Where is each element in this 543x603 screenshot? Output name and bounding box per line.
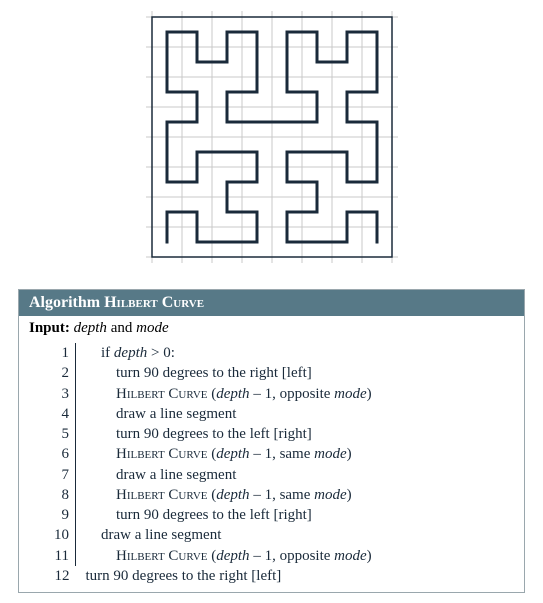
code-line: 8 Hilbert Curve (depth – 1, same mode) (29, 485, 372, 505)
line-number: 6 (29, 444, 76, 464)
line-number: 10 (29, 525, 76, 545)
line-text: Hilbert Curve (depth – 1, same mode) (76, 485, 372, 505)
line-number: 3 (29, 384, 76, 404)
line-text: Hilbert Curve (depth – 1, opposite mode) (76, 384, 372, 404)
line-number: 4 (29, 404, 76, 424)
line-number: 7 (29, 465, 76, 485)
input-mode: mode (136, 320, 169, 336)
code-line: 3 Hilbert Curve (depth – 1, opposite mod… (29, 384, 372, 404)
line-text: if depth > 0: (76, 343, 372, 363)
code-line: 9 turn 90 degrees to the left [right] (29, 505, 372, 525)
input-label: Input: (29, 320, 70, 336)
code-line: 6 Hilbert Curve (depth – 1, same mode) (29, 444, 372, 464)
line-number: 9 (29, 505, 76, 525)
line-number: 5 (29, 424, 76, 444)
line-text: draw a line segment (76, 404, 372, 424)
line-text: turn 90 degrees to the right [left] (76, 566, 372, 586)
algorithm-header: Algorithm Hilbert Curve (19, 290, 524, 316)
line-number: 11 (29, 546, 76, 566)
line-number: 2 (29, 363, 76, 383)
line-number: 1 (29, 343, 76, 363)
line-text: draw a line segment (76, 525, 372, 545)
line-text: turn 90 degrees to the left [right] (76, 505, 372, 525)
code-line: 5 turn 90 degrees to the left [right] (29, 424, 372, 444)
code-line: 10 draw a line segment (29, 525, 372, 545)
code-line: 7 draw a line segment (29, 465, 372, 485)
input-depth: depth (74, 320, 107, 336)
hilbert-figure (10, 10, 533, 269)
line-text: Hilbert Curve (depth – 1, same mode) (76, 444, 372, 464)
line-text: draw a line segment (76, 465, 372, 485)
line-number: 8 (29, 485, 76, 505)
code-line: 11 Hilbert Curve (depth – 1, opposite mo… (29, 546, 372, 566)
line-text: Hilbert Curve (depth – 1, opposite mode) (76, 546, 372, 566)
algo-title-prefix: Algorithm (29, 294, 104, 311)
code-line: 4 draw a line segment (29, 404, 372, 424)
algo-title-name: Hilbert Curve (104, 294, 204, 311)
line-text: turn 90 degrees to the right [left] (76, 363, 372, 383)
algorithm-code-table: 1 if depth > 0:2 turn 90 degrees to the … (29, 343, 372, 586)
code-line: 12turn 90 degrees to the right [left] (29, 566, 372, 586)
algorithm-box: Algorithm Hilbert Curve Input: depth and… (18, 289, 525, 593)
hilbert-curve-svg (145, 10, 399, 264)
code-line: 2 turn 90 degrees to the right [left] (29, 363, 372, 383)
code-line: 1 if depth > 0: (29, 343, 372, 363)
line-text: turn 90 degrees to the left [right] (76, 424, 372, 444)
algorithm-body: 1 if depth > 0:2 turn 90 degrees to the … (19, 341, 524, 592)
input-and: and (107, 320, 136, 336)
algorithm-input-line: Input: depth and mode (19, 316, 524, 341)
line-number: 12 (29, 566, 76, 586)
